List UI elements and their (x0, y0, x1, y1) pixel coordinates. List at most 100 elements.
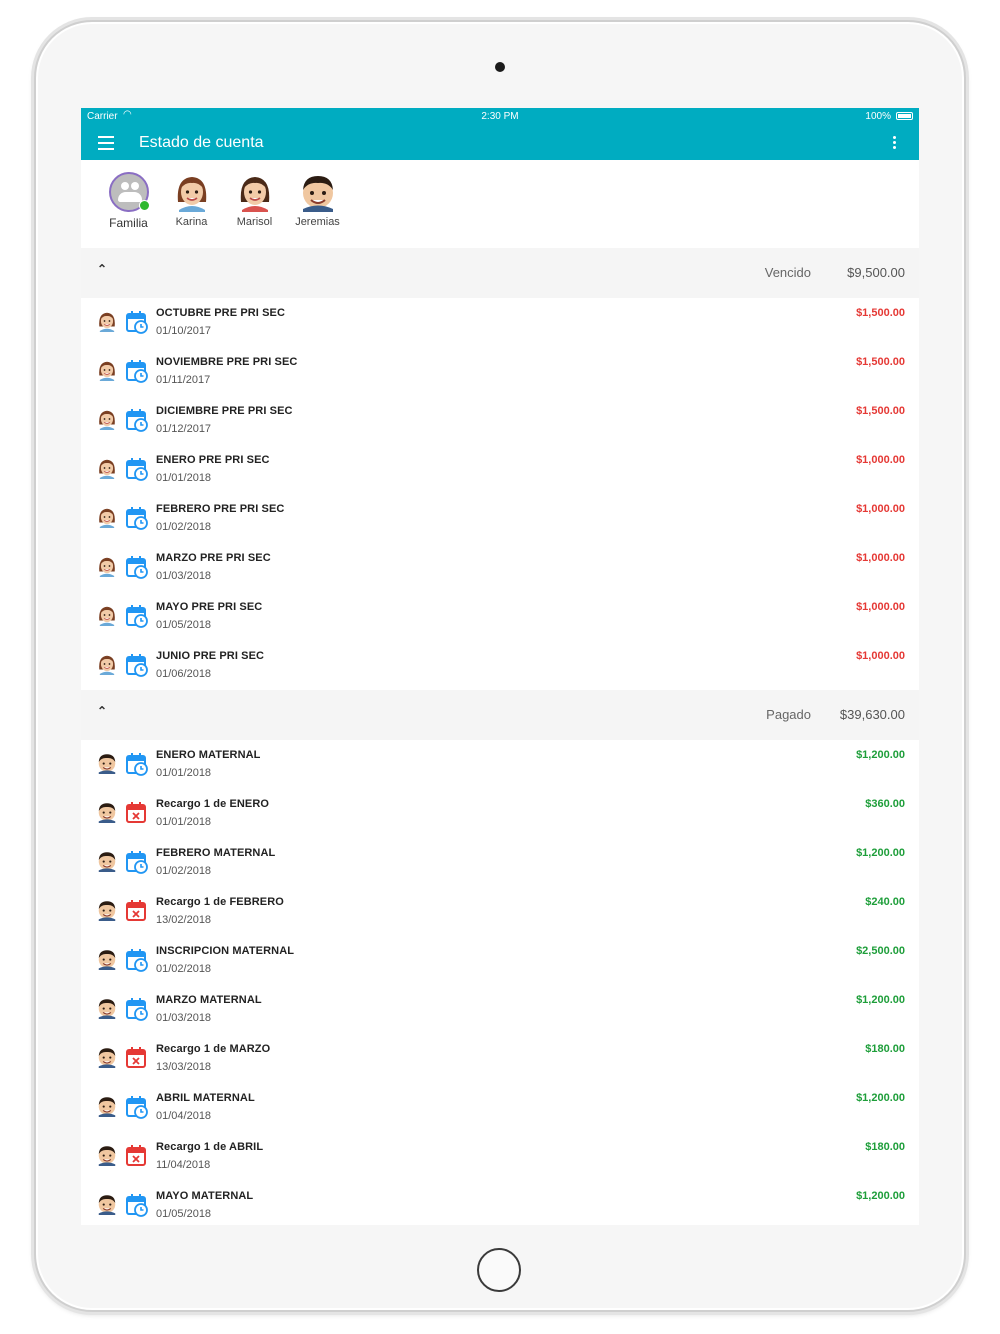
charge-concept: Recargo 1 de MARZO (156, 1043, 271, 1055)
charge-date: 01/04/2018 (156, 1110, 212, 1122)
chevron-up-icon[interactable]: ⌃ (97, 262, 108, 276)
student-avatar (96, 653, 116, 677)
student-avatar (172, 172, 212, 212)
more-options-icon[interactable] (887, 134, 901, 152)
statement-row[interactable]: Recargo 1 de MARZO 13/03/2018 $180.00 (81, 1034, 919, 1083)
wifi-icon: ◠ (123, 109, 132, 120)
calendar-clock-icon (126, 948, 148, 972)
section-total: $9,500.00 (847, 265, 905, 280)
calendar-x-icon (126, 801, 148, 825)
calendar-x-icon (126, 1046, 148, 1070)
charge-concept: JUNIO PRE PRI SEC (156, 650, 265, 662)
charge-amount: $1,000.00 (856, 454, 905, 466)
clock: 2:30 PM (481, 111, 519, 122)
charge-concept: Recargo 1 de ENERO (156, 798, 270, 810)
statement-row[interactable]: FEBRERO PRE PRI SEC 01/02/2018 $1,000.00 (81, 494, 919, 543)
student-avatar (96, 555, 116, 579)
charge-concept: FEBRERO PRE PRI SEC (156, 503, 285, 515)
charge-concept: OCTUBRE PRE PRI SEC (156, 307, 286, 319)
calendar-clock-icon (126, 653, 148, 677)
student-avatar (298, 172, 338, 212)
charge-amount: $1,200.00 (856, 1092, 905, 1104)
chevron-up-icon[interactable]: ⌃ (97, 704, 108, 718)
charge-date: 01/12/2017 (156, 423, 212, 435)
section-header-vencido[interactable]: ⌃ Vencido $9,500.00 (81, 248, 919, 298)
student-avatar (96, 997, 116, 1021)
student-avatar (96, 948, 116, 972)
statement-row[interactable]: ENERO MATERNAL 01/01/2018 $1,200.00 (81, 740, 919, 789)
charge-amount: $1,000.00 (856, 503, 905, 515)
calendar-clock-icon (126, 359, 148, 383)
filter-name: Familia (109, 216, 148, 230)
calendar-clock-icon (126, 997, 148, 1021)
calendar-clock-icon (126, 604, 148, 628)
student-avatar (96, 850, 116, 874)
calendar-clock-icon (126, 1095, 148, 1119)
filter-familia[interactable]: Familia (97, 172, 160, 248)
statement-row[interactable]: INSCRIPCION MATERNAL 01/02/2018 $2,500.0… (81, 936, 919, 985)
charge-amount: $1,500.00 (856, 405, 905, 417)
charge-concept: Recargo 1 de FEBRERO (156, 896, 284, 908)
filter-karina[interactable]: Karina (160, 172, 223, 248)
charge-concept: MARZO MATERNAL (156, 994, 262, 1006)
statement-row[interactable]: Recargo 1 de ENERO 01/01/2018 $360.00 (81, 789, 919, 838)
charge-concept: INSCRIPCION MATERNAL (156, 945, 295, 957)
battery-percent: 100% (865, 111, 891, 122)
charge-concept: MARZO PRE PRI SEC (156, 552, 271, 564)
charge-amount: $2,500.00 (856, 945, 905, 957)
student-avatar (96, 1095, 116, 1119)
charge-concept: DICIEMBRE PRE PRI SEC (156, 405, 293, 417)
charge-date: 01/10/2017 (156, 325, 212, 337)
student-avatar (96, 1046, 116, 1070)
filter-marisol[interactable]: Marisol (223, 172, 286, 248)
student-avatar (96, 801, 116, 825)
charge-date: 13/02/2018 (156, 914, 212, 926)
charge-amount: $240.00 (865, 896, 905, 908)
statement-row[interactable]: ABRIL MATERNAL 01/04/2018 $1,200.00 (81, 1083, 919, 1132)
statement-row[interactable]: NOVIEMBRE PRE PRI SEC 01/11/2017 $1,500.… (81, 347, 919, 396)
charge-amount: $1,500.00 (856, 356, 905, 368)
calendar-clock-icon (126, 310, 148, 334)
statement-row[interactable]: DICIEMBRE PRE PRI SEC 01/12/2017 $1,500.… (81, 396, 919, 445)
charge-date: 01/01/2018 (156, 816, 212, 828)
student-avatar (96, 457, 116, 481)
statement-row[interactable]: MARZO MATERNAL 01/03/2018 $1,200.00 (81, 985, 919, 1034)
student-avatar (96, 359, 116, 383)
statement-row[interactable]: MARZO PRE PRI SEC 01/03/2018 $1,000.00 (81, 543, 919, 592)
statement-row[interactable]: JUNIO PRE PRI SEC 01/06/2018 $1,000.00 (81, 641, 919, 690)
hamburger-menu-icon[interactable] (98, 136, 114, 150)
page-title: Estado de cuenta (139, 134, 264, 151)
charge-concept: ABRIL MATERNAL (156, 1092, 255, 1104)
statement-row[interactable]: MAYO PRE PRI SEC 01/05/2018 $1,000.00 (81, 592, 919, 641)
section-total: $39,630.00 (839, 707, 905, 722)
calendar-x-icon (126, 1144, 148, 1168)
charge-concept: ENERO MATERNAL (156, 749, 261, 761)
charge-date: 01/02/2018 (156, 865, 212, 877)
filter-name: Marisol (236, 216, 273, 228)
charge-amount: $1,000.00 (856, 601, 905, 613)
family-group-icon (108, 172, 150, 212)
calendar-clock-icon (126, 457, 148, 481)
charge-concept: FEBRERO MATERNAL (156, 847, 276, 859)
filter-jeremias[interactable]: Jeremias (286, 172, 349, 248)
calendar-clock-icon (126, 752, 148, 776)
statement-row[interactable]: ENERO PRE PRI SEC 01/01/2018 $1,000.00 (81, 445, 919, 494)
account-statement-list: ⌃ Vencido $9,500.00 OCTUBRE PRE PRI SEC … (81, 248, 919, 1225)
calendar-clock-icon (126, 1193, 148, 1217)
student-avatar (235, 172, 275, 212)
statement-row[interactable]: FEBRERO MATERNAL 01/02/2018 $1,200.00 (81, 838, 919, 887)
charge-date: 01/01/2018 (156, 472, 212, 484)
student-avatar (96, 506, 116, 530)
statement-row[interactable]: Recargo 1 de ABRIL 11/04/2018 $180.00 (81, 1132, 919, 1181)
home-button[interactable] (477, 1248, 521, 1292)
statement-row[interactable]: OCTUBRE PRE PRI SEC 01/10/2017 $1,500.00 (81, 298, 919, 347)
statement-row[interactable]: Recargo 1 de FEBRERO 13/02/2018 $240.00 (81, 887, 919, 936)
charge-amount: $180.00 (865, 1141, 905, 1153)
charge-concept: NOVIEMBRE PRE PRI SEC (156, 356, 298, 368)
charge-date: 01/06/2018 (156, 668, 212, 680)
filter-name: Karina (175, 216, 208, 228)
charge-date: 01/11/2017 (156, 374, 211, 386)
statement-row[interactable]: MAYO MATERNAL 01/05/2018 $1,200.00 (81, 1181, 919, 1225)
student-avatar (96, 1193, 116, 1217)
section-header-pagado[interactable]: ⌃ Pagado $39,630.00 (81, 690, 919, 740)
